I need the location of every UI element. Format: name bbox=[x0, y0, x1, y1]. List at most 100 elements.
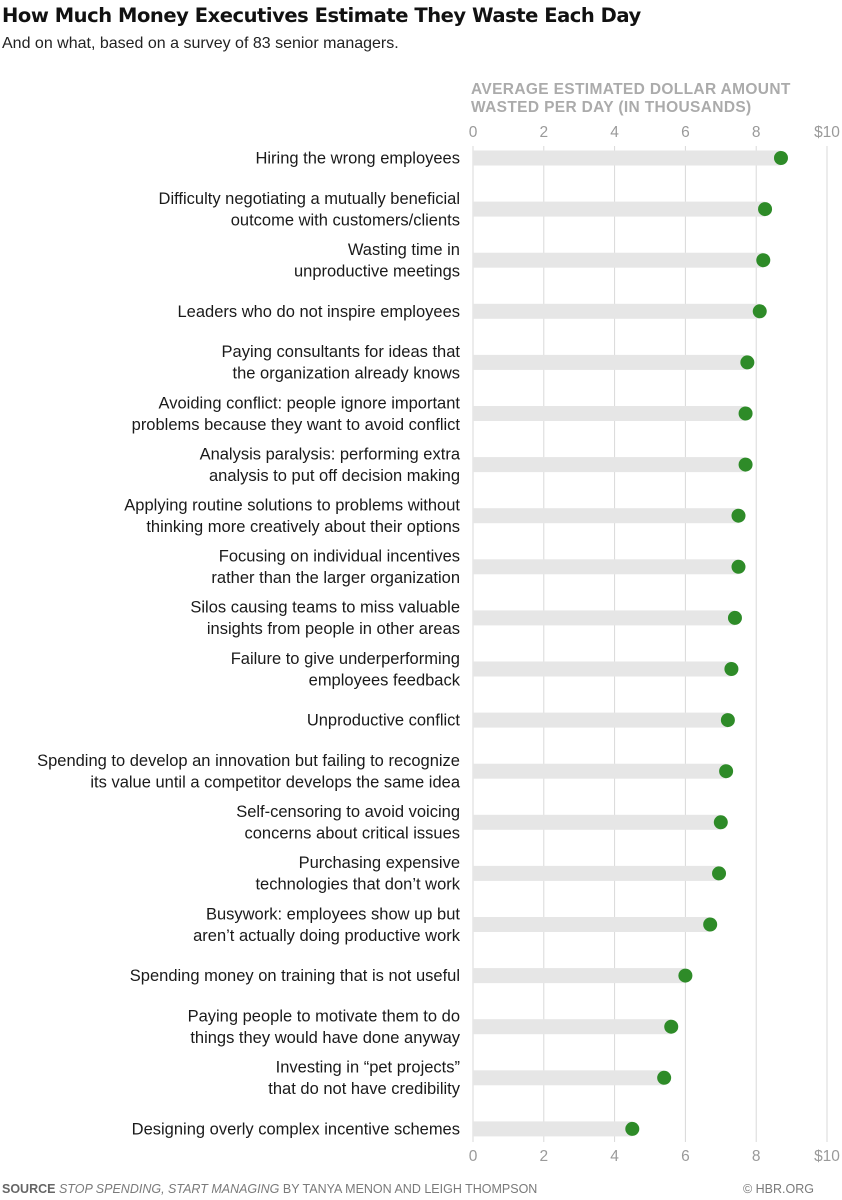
category-label-2-line-0: Wasting time in bbox=[348, 241, 460, 259]
source-authors: BY TANYA MENON AND LEIGH THOMPSON bbox=[282, 1182, 538, 1196]
x-axis-title-line-1: AVERAGE ESTIMATED DOLLAR AMOUNT bbox=[471, 81, 791, 98]
category-label-8-line-1: rather than the larger organization bbox=[211, 569, 460, 587]
category-label-10: Failure to give underperforming employees… bbox=[231, 650, 461, 690]
category-label-15: Busywork: employees show up but aren’t ac… bbox=[193, 905, 461, 945]
category-label-5-line-1: problems because they want to avoid conf… bbox=[132, 416, 461, 434]
value-bar-10 bbox=[473, 661, 732, 677]
category-label-9-line-1: insights from people in other areas bbox=[207, 620, 460, 638]
x-axis-title: AVERAGE ESTIMATED DOLLAR AMOUNT WASTED P… bbox=[471, 81, 791, 117]
value-bar-1 bbox=[473, 201, 766, 217]
category-label-19: Designing overly complex incentive schem… bbox=[132, 1120, 460, 1138]
category-label-2: Wasting time in unproductive meetings bbox=[294, 241, 460, 281]
category-label-13: Self-censoring to avoid voicing concerns … bbox=[236, 803, 460, 843]
category-label-9: Silos causing teams to miss valuable insi… bbox=[190, 599, 460, 639]
value-dot-6 bbox=[738, 457, 753, 472]
value-dot-17 bbox=[664, 1019, 679, 1034]
value-dot-0 bbox=[773, 151, 788, 165]
x-tick-label-bottom-4: 8 bbox=[752, 1148, 761, 1165]
category-label-11-line-0: Unproductive conflict bbox=[307, 712, 461, 730]
category-label-2-line-1: unproductive meetings bbox=[294, 262, 460, 280]
source-note: SOURCE STOP SPENDING, START MANAGING BY … bbox=[2, 1182, 537, 1196]
category-label-17-line-0: Paying people to motivate them to do bbox=[188, 1007, 460, 1025]
value-bar-6 bbox=[473, 457, 746, 473]
category-label-3: Leaders who do not inspire employees bbox=[177, 303, 460, 321]
value-dot-8 bbox=[731, 559, 746, 574]
category-label-5-line-0: Avoiding conflict: people ignore importa… bbox=[159, 394, 461, 412]
category-label-17-line-1: things they would have done anyway bbox=[190, 1029, 460, 1047]
x-tick-label-top-2: 4 bbox=[610, 124, 619, 141]
category-label-3-line-0: Leaders who do not inspire employees bbox=[177, 303, 460, 321]
value-dot-2 bbox=[756, 253, 771, 268]
value-bar-13 bbox=[473, 814, 721, 830]
value-bar-11 bbox=[473, 712, 728, 728]
source-label: SOURCE bbox=[2, 1182, 56, 1196]
value-bar-15 bbox=[473, 917, 711, 932]
value-dot-18 bbox=[657, 1070, 672, 1085]
value-dot-11 bbox=[720, 713, 735, 728]
category-label-12-line-1: its value until a competitor develops th… bbox=[90, 773, 460, 791]
value-dot-12 bbox=[719, 764, 734, 779]
value-dot-10 bbox=[724, 662, 739, 676]
category-label-14-line-1: technologies that don’t work bbox=[255, 876, 460, 894]
category-label-19-line-0: Designing overly complex incentive schem… bbox=[132, 1120, 460, 1138]
x-tick-label-top-3: 6 bbox=[681, 124, 690, 141]
category-label-18: Investing in “pet projects” that do not h… bbox=[268, 1059, 460, 1099]
category-label-13-line-0: Self-censoring to avoid voicing bbox=[236, 803, 460, 821]
value-dot-5 bbox=[738, 406, 753, 421]
value-bar-9 bbox=[473, 610, 735, 626]
value-dot-1 bbox=[758, 202, 773, 217]
value-bar-8 bbox=[473, 559, 739, 575]
value-dot-15 bbox=[703, 917, 718, 932]
category-label-8: Focusing on individual incentives rather … bbox=[211, 548, 460, 588]
category-label-1-line-1: outcome with customers/clients bbox=[231, 211, 460, 229]
category-label-0-line-0: Hiring the wrong employees bbox=[255, 150, 460, 168]
x-axis-title-line-2: WASTED PER DAY (IN THOUSANDS) bbox=[471, 99, 752, 116]
value-dot-14 bbox=[712, 866, 727, 881]
value-bar-17 bbox=[473, 1019, 672, 1035]
category-label-17: Paying people to motivate them to do thin… bbox=[188, 1007, 461, 1046]
category-label-1: Difficulty negotiating a mutually benefi… bbox=[159, 190, 460, 230]
value-bar-12 bbox=[473, 763, 727, 779]
category-label-8-line-0: Focusing on individual incentives bbox=[219, 548, 460, 566]
category-label-1-line-0: Difficulty negotiating a mutually benefi… bbox=[159, 190, 460, 208]
x-tick-label-top-5: $10 bbox=[814, 124, 840, 141]
category-label-10-line-0: Failure to give underperforming bbox=[231, 650, 460, 668]
category-label-12: Spending to develop an innovation but fa… bbox=[37, 752, 461, 792]
x-tick-label-top-1: 2 bbox=[539, 124, 548, 141]
value-dot-13 bbox=[713, 815, 728, 830]
category-label-6-line-0: Analysis paralysis: performing extra bbox=[200, 445, 461, 463]
value-bar-16 bbox=[473, 968, 686, 984]
category-label-18-line-1: that do not have credibility bbox=[268, 1080, 460, 1098]
brand-credit: © HBR.ORG bbox=[742, 1182, 814, 1196]
x-tick-label-top-4: 8 bbox=[752, 124, 761, 141]
category-label-4: Paying consultants for ideas that the org… bbox=[222, 343, 461, 383]
value-bar-3 bbox=[473, 303, 760, 319]
category-label-7-line-1: thinking more creatively about their opt… bbox=[146, 518, 460, 536]
value-dot-4 bbox=[740, 355, 755, 370]
category-label-4-line-1: the organization already knows bbox=[233, 365, 460, 383]
value-dot-7 bbox=[731, 508, 746, 523]
source-book: STOP SPENDING, START MANAGING bbox=[58, 1182, 280, 1196]
category-label-6-line-1: analysis to put off decision making bbox=[209, 467, 460, 485]
x-tick-label-bottom-3: 6 bbox=[681, 1148, 690, 1165]
category-label-15-line-0: Busywork: employees show up but bbox=[206, 905, 460, 923]
value-dot-16 bbox=[678, 968, 693, 983]
category-label-18-line-0: Investing in “pet projects” bbox=[276, 1059, 460, 1077]
category-label-15-line-1: aren’t actually doing productive work bbox=[193, 927, 461, 945]
value-bar-2 bbox=[473, 252, 764, 268]
x-tick-label-bottom-1: 2 bbox=[539, 1148, 548, 1165]
category-label-12-line-0: Spending to develop an innovation but fa… bbox=[37, 752, 460, 770]
category-label-7: Applying routine solutions to problems w… bbox=[124, 496, 460, 536]
x-tick-label-bottom-5: $10 bbox=[814, 1148, 840, 1165]
category-label-6: Analysis paralysis: performing extra anal… bbox=[200, 445, 461, 485]
category-label-5: Avoiding conflict: people ignore importa… bbox=[132, 394, 461, 434]
value-dot-9 bbox=[727, 610, 742, 625]
chart-subtitle: And on what, based on a survey of 83 sen… bbox=[2, 35, 399, 52]
category-label-4-line-0: Paying consultants for ideas that bbox=[222, 343, 461, 361]
value-bar-7 bbox=[473, 508, 739, 524]
x-tick-label-bottom-2: 4 bbox=[610, 1148, 619, 1165]
category-label-14: Purchasing expensive technologies that do… bbox=[255, 854, 460, 894]
category-label-16-line-0: Spending money on training that is not u… bbox=[130, 967, 460, 985]
value-bar-0 bbox=[473, 150, 781, 166]
